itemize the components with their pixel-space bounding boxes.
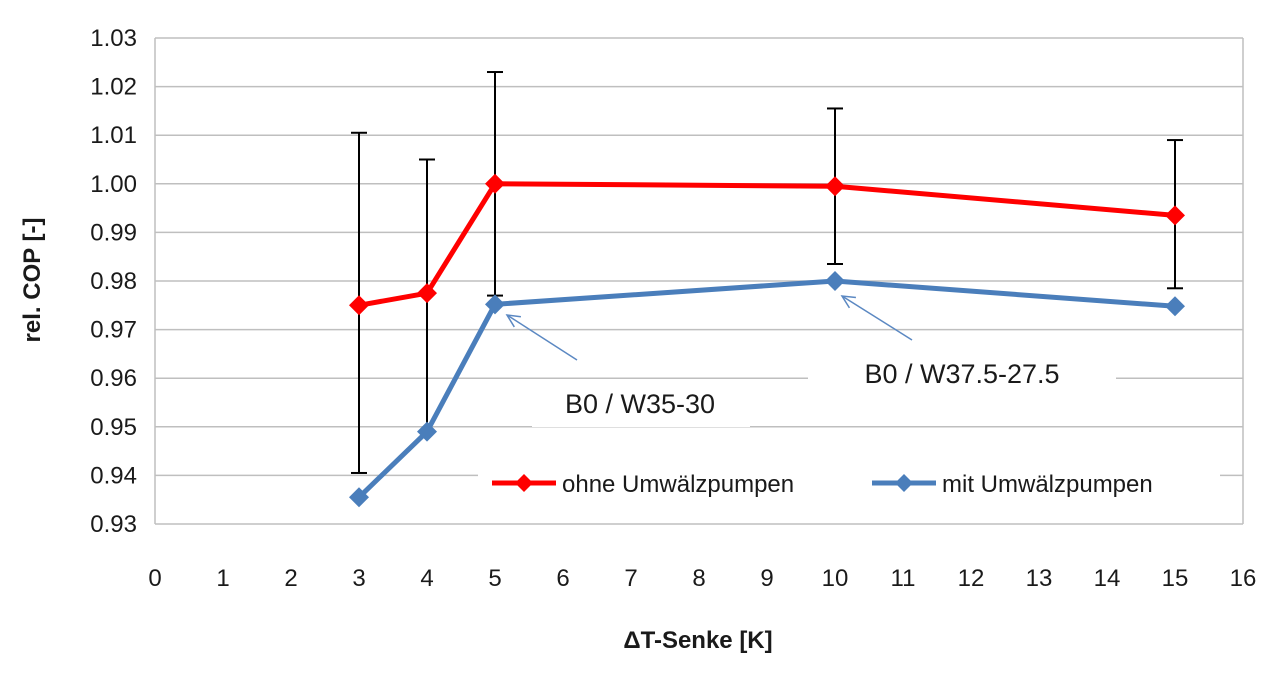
data-point-marker xyxy=(1165,205,1185,226)
legend-label: mit Umwälzpumpen xyxy=(942,471,1153,498)
annotation-arrow-line xyxy=(841,295,913,341)
annotation-arrow-line xyxy=(506,314,578,361)
legend-item: mit Umwälzpumpen xyxy=(872,471,1153,498)
y-tick-label: 0.93 xyxy=(90,511,137,538)
x-tick-label: 6 xyxy=(556,565,569,592)
x-tick-label: 1 xyxy=(216,565,229,592)
x-tick-label: 15 xyxy=(1162,565,1189,592)
x-tick-label: 16 xyxy=(1230,565,1257,592)
y-tick-label: 1.00 xyxy=(90,171,137,198)
y-tick-label: 0.94 xyxy=(90,462,137,489)
x-tick-label: 14 xyxy=(1094,565,1121,592)
annotation-label: B0 / W35-30 xyxy=(565,389,715,419)
x-tick-label: 10 xyxy=(822,565,849,592)
legend-background xyxy=(478,459,1220,507)
y-tick-label: 0.97 xyxy=(90,317,137,344)
y-tick-label: 1.03 xyxy=(90,25,137,52)
x-tick-label: 8 xyxy=(692,565,705,592)
y-tick-label: 0.96 xyxy=(90,365,137,392)
legend-item: ohne Umwälzpumpen xyxy=(492,471,794,498)
x-tick-label: 0 xyxy=(148,565,161,592)
annotation-background xyxy=(808,352,1116,396)
series-ohne-umwaelzpumpen xyxy=(349,173,1185,316)
data-point-marker xyxy=(485,294,505,315)
data-point-marker xyxy=(349,295,369,316)
grid-lines xyxy=(154,37,1244,525)
data-point-marker xyxy=(825,271,845,291)
x-tick-label: 9 xyxy=(760,565,773,592)
x-tick-label: 11 xyxy=(891,565,916,592)
x-tick-label: 3 xyxy=(352,565,365,592)
annotations: B0 / W35-30 B0 / W37.5-27.5 xyxy=(505,295,1116,427)
data-point-marker xyxy=(417,421,437,442)
annotation-label: B0 / W37.5-27.5 xyxy=(864,359,1059,389)
y-tick-label: 0.98 xyxy=(90,268,137,295)
x-axis-title: ΔT-Senke [K] xyxy=(623,627,772,654)
data-point-marker xyxy=(485,173,505,194)
y-tick-label: 0.99 xyxy=(90,219,137,246)
x-tick-label: 13 xyxy=(1026,565,1053,592)
data-point-marker xyxy=(825,176,845,197)
y-tick-label: 1.01 xyxy=(90,122,137,149)
x-tick-label: 5 xyxy=(488,565,501,592)
series-mit-umwaelzpumpen xyxy=(349,271,1185,508)
series-lines xyxy=(349,173,1185,508)
x-tick-label: 7 xyxy=(624,565,637,592)
y-axis-title: rel. COP [-] xyxy=(19,218,46,343)
data-point-marker xyxy=(349,487,369,508)
y-tick-label: 0.95 xyxy=(90,414,137,441)
y-axis-tick-labels: 0.93 0.94 0.95 0.96 0.97 0.98 0.99 1.00 1.01 1.02… xyxy=(90,25,137,538)
data-point-marker xyxy=(1165,296,1185,317)
legend-label: ohne Umwälzpumpen xyxy=(562,471,794,498)
x-tick-label: 4 xyxy=(420,565,433,592)
annotation-arrow-head xyxy=(840,295,856,309)
x-tick-label: 2 xyxy=(284,565,297,592)
annotation-arrow-head xyxy=(505,314,521,328)
x-tick-label: 12 xyxy=(958,565,985,592)
data-point-marker xyxy=(417,283,437,304)
legend-swatch-marker xyxy=(895,474,913,492)
annotation-background xyxy=(532,383,750,427)
annotation-callout: B0 / W35-30 xyxy=(505,314,750,427)
annotation-callout: B0 / W37.5-27.5 xyxy=(808,295,1116,396)
legend-swatch-marker xyxy=(515,474,533,492)
x-axis-tick-labels: 0 1 2 3 4 5 6 7 8 9 10 11 12 13 14 15 16 xyxy=(148,565,1256,592)
y-tick-label: 1.02 xyxy=(90,74,137,101)
legend: ohne Umwälzpumpen mit Umwälzpumpen xyxy=(478,459,1220,507)
